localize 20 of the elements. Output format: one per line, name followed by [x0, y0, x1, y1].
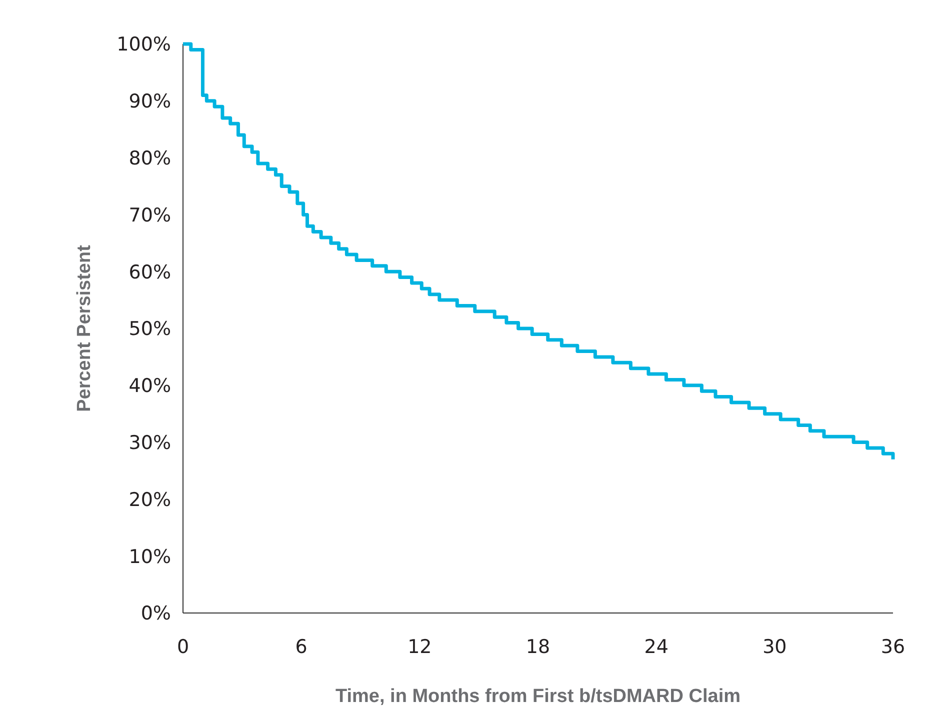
y-tick-label: 30% — [128, 432, 171, 454]
y-tick-label: 0% — [140, 602, 171, 625]
y-tick-label: 40% — [128, 375, 171, 398]
y-tick-label: 100% — [116, 34, 171, 56]
x-tick-label: 12 — [408, 636, 432, 658]
y-tick-label: 60% — [128, 261, 171, 284]
y-tick-label: 90% — [128, 90, 171, 113]
y-axis-title: Percent Persistent — [74, 244, 95, 412]
y-tick-label: 70% — [128, 204, 171, 226]
x-tick-label: 0 — [176, 636, 190, 658]
x-tick-label: 36 — [880, 636, 906, 658]
x-tick-label: 18 — [526, 636, 550, 658]
x-tick-label: 6 — [295, 636, 308, 658]
x-tick-label: 24 — [644, 636, 668, 658]
y-tick-label: 10% — [128, 546, 171, 568]
y-tick-label: 80% — [128, 147, 171, 170]
y-tick-label: 50% — [128, 318, 171, 340]
x-tick-label: 30 — [762, 636, 787, 658]
x-axis-title: Time, in Months from First b/tsDMARD Claim — [335, 686, 741, 707]
y-tick-label: 20% — [128, 488, 171, 511]
